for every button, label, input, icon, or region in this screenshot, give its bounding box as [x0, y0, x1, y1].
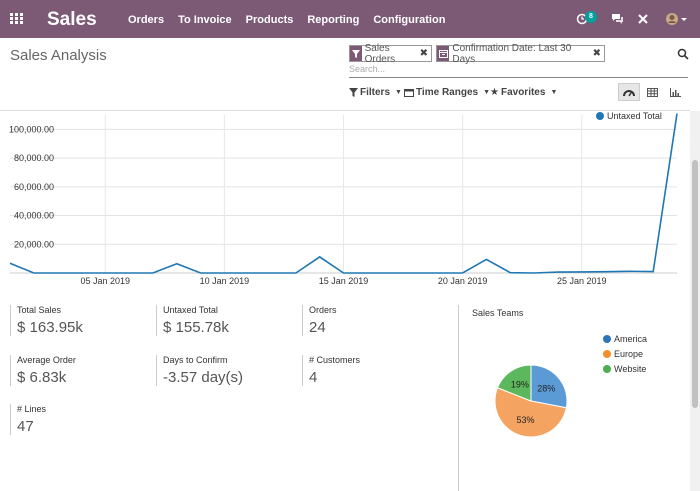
facet-remove-icon[interactable]: ✖: [592, 48, 601, 59]
kpi-value: $ 155.78k: [163, 319, 229, 336]
legend-label: Europe: [614, 349, 644, 359]
pivot-view-button[interactable]: [641, 83, 663, 101]
star-icon: ★: [490, 87, 499, 98]
dashboard-icon: [623, 90, 635, 97]
facet-label: Confirmation Date: Last 30 Days: [452, 42, 572, 65]
kpi-orders[interactable]: Orders 24: [302, 305, 337, 336]
untaxed-total-line-chart: 100,000.00 80,000.00 60,000.00 40,000.00 20,…: [9, 111, 678, 286]
x-tick-label: 05 Jan 2019: [81, 276, 131, 286]
search-input[interactable]: [349, 62, 649, 76]
legend-label: Untaxed Total: [607, 111, 662, 121]
sales-teams-title: Sales Teams: [472, 308, 524, 318]
legend-america: America: [603, 334, 647, 344]
legend-marker: [603, 350, 611, 358]
kpi-total-sales[interactable]: Total Sales $ 163.95k: [10, 305, 83, 336]
menu-to-invoice[interactable]: To Invoice: [178, 14, 232, 26]
kpi-label: Orders: [309, 305, 337, 315]
menu-orders[interactable]: Orders: [128, 14, 165, 26]
search-icon[interactable]: [677, 48, 689, 60]
graph-view-button[interactable]: [664, 83, 686, 101]
kpi-value: $ 6.83k: [17, 369, 67, 386]
pie-slice-america[interactable]: [530, 364, 568, 409]
kpi-label: Untaxed Total: [163, 305, 218, 315]
x-tick-label: 25 Jan 2019: [557, 276, 607, 286]
sales-teams-pie-chart: 28% 53% 19%: [494, 364, 568, 438]
kpi-label: Total Sales: [17, 305, 62, 315]
menu-configuration[interactable]: Configuration: [373, 14, 446, 26]
search-underline: [349, 77, 688, 78]
facet-confirmation-date[interactable]: Confirmation Date: Last 30 Days ✖: [436, 42, 605, 65]
kpi-value: 47: [17, 418, 34, 435]
debug-tools-icon[interactable]: [637, 13, 649, 25]
scrollbar-thumb[interactable]: [692, 160, 698, 408]
kpi-value: 4: [309, 369, 318, 386]
favorites-label: Favorites: [500, 87, 546, 98]
user-avatar[interactable]: [666, 12, 688, 26]
control-panel-divider: [0, 110, 690, 111]
y-tick-label: 100,000.00: [9, 124, 54, 134]
legend-marker: [596, 112, 604, 120]
facet-sales-orders[interactable]: Sales Orders ✖: [349, 42, 432, 65]
favorites-dropdown[interactable]: ★ Favorites ▼: [490, 87, 558, 98]
x-tick-label: 15 Jan 2019: [319, 276, 369, 286]
pie-slice-label: 28%: [537, 383, 555, 393]
y-tick-label: 60,000.00: [14, 182, 54, 192]
legend-europe: Europe: [603, 349, 643, 359]
top-navbar: Sales Orders To Invoice Products Reporti…: [0, 0, 700, 38]
kpi-customers[interactable]: # Customers 4: [302, 355, 360, 386]
series-line: [9, 113, 678, 274]
pie-slice-label: 53%: [516, 415, 534, 425]
facet-remove-icon[interactable]: ✖: [419, 48, 428, 59]
main-menu: Orders To Invoice Products Reporting Con…: [128, 14, 445, 26]
section-divider: [458, 305, 459, 491]
apps-grid-icon[interactable]: [10, 13, 23, 25]
filters-label: Filters: [360, 87, 391, 98]
legend-marker: [603, 365, 611, 373]
y-tick-label: 40,000.00: [14, 211, 54, 221]
kpi-value: $ 163.95k: [17, 319, 83, 336]
bar-chart-icon: [669, 87, 681, 97]
kpi-label: Average Order: [17, 355, 76, 365]
kpi-value: -3.57 day(s): [163, 369, 244, 386]
x-tick-label: 20 Jan 2019: [438, 276, 488, 286]
table-icon: [646, 87, 658, 97]
y-tick-label: 20,000.00: [14, 239, 54, 249]
filter-icon: [349, 88, 358, 97]
pie-slice-europe[interactable]: [494, 387, 567, 438]
legend-label: Website: [614, 364, 647, 374]
kpi-label: # Lines: [17, 404, 47, 414]
calendar-icon: [404, 89, 414, 97]
facet-label: Sales Orders: [364, 42, 396, 65]
legend-marker: [603, 335, 611, 343]
filter-icon: [350, 46, 362, 61]
notification-badge: 8: [585, 11, 597, 23]
chat-icon[interactable]: [611, 13, 624, 25]
kpi-label: # Customers: [309, 355, 361, 365]
calendar-icon: [437, 46, 450, 61]
time-ranges-dropdown[interactable]: Time Ranges ▼: [404, 87, 490, 98]
kpi-lines[interactable]: # Lines 47: [10, 404, 46, 435]
dashboard-view-button[interactable]: [618, 83, 640, 101]
menu-reporting[interactable]: Reporting: [307, 14, 360, 26]
kpi-days-to-confirm[interactable]: Days to Confirm -3.57 day(s): [156, 355, 243, 386]
time-ranges-label: Time Ranges: [416, 87, 479, 98]
x-tick-label: 10 Jan 2019: [200, 276, 250, 286]
kpi-average-order[interactable]: Average Order $ 6.83k: [10, 355, 76, 386]
kpi-value: 24: [309, 319, 326, 336]
pie-slice-website[interactable]: [496, 364, 532, 402]
menu-products[interactable]: Products: [245, 14, 294, 26]
kpi-untaxed-total[interactable]: Untaxed Total $ 155.78k: [156, 305, 229, 336]
y-tick-label: 80,000.00: [14, 153, 54, 163]
app-name[interactable]: Sales: [47, 9, 97, 30]
kpi-label: Days to Confirm: [163, 355, 228, 365]
pie-slice-label: 19%: [511, 380, 529, 390]
page-title: Sales Analysis: [10, 47, 107, 64]
legend-label: America: [614, 334, 648, 344]
legend-website: Website: [603, 364, 646, 374]
filters-dropdown[interactable]: Filters ▼: [349, 87, 402, 98]
